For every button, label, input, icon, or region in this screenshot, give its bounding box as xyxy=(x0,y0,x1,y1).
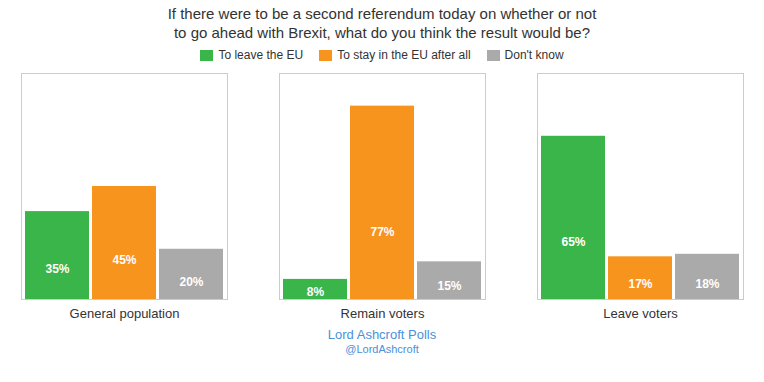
svg-text:15%: 15% xyxy=(437,279,461,293)
html-text:@LordAshcroft: @LordAshcroft xyxy=(345,343,419,355)
html-text:to go ahead with Brexit, what: to go ahead with Brexit, what do you thi… xyxy=(174,24,590,41)
html-text:To stay in the EU after all: To stay in the EU after all xyxy=(337,48,471,62)
svg-text:Leave voters: Leave voters xyxy=(603,306,678,321)
svg-text:77%: 77% xyxy=(370,225,394,239)
html-text:Lord Ashcroft Polls: Lord Ashcroft Polls xyxy=(327,327,437,342)
svg-text:18%: 18% xyxy=(695,277,719,291)
svg-text:Remain voters: Remain voters xyxy=(341,306,425,321)
html-text:If there were to be a second r: If there were to be a second referendum … xyxy=(167,5,597,22)
svg-text:20%: 20% xyxy=(179,275,203,289)
html-text:Don't know: Don't know xyxy=(504,48,564,62)
svg-text:45%: 45% xyxy=(112,253,136,267)
svg-text:8%: 8% xyxy=(307,285,325,299)
svg-text:17%: 17% xyxy=(628,277,652,291)
html-text:To leave the EU: To leave the EU xyxy=(218,48,304,62)
svg-text:35%: 35% xyxy=(45,262,69,276)
svg-text:General population: General population xyxy=(70,306,180,321)
svg-text:65%: 65% xyxy=(561,235,585,249)
